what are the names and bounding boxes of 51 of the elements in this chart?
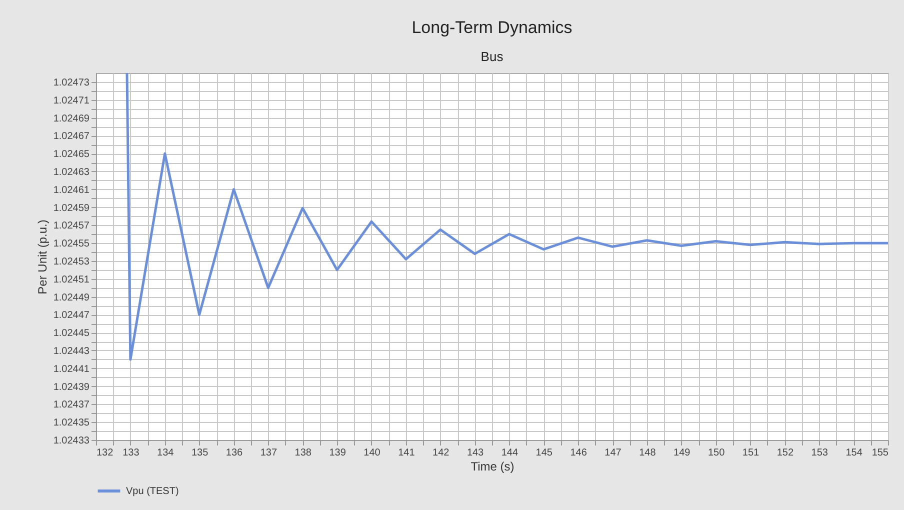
y-tick-label: 1.02457 [53,220,90,232]
y-tick-label: 1.02441 [53,364,90,375]
x-tick-label: 134 [157,448,174,458]
y-tick-label: 1.02461 [53,184,90,196]
x-tick-label: 136 [226,448,244,458]
x-tick-label: 139 [329,448,346,458]
x-tick-label: 154 [846,448,863,458]
y-tick-label: 1.02433 [53,436,90,446]
y-tick-label: 1.02469 [53,113,90,124]
y-tick-label: 1.02465 [53,149,90,160]
legend-label: Vpu (TEST) [126,486,179,497]
line-series [126,73,888,361]
y-tick-label: 1.02439 [53,382,90,393]
x-tick-label: 153 [811,448,828,458]
y-tick-label: 1.02435 [53,418,90,429]
x-tick-label: 152 [776,448,794,458]
y-tick-label: 1.02459 [53,202,90,214]
x-tick-label: 135 [191,448,209,458]
x-tick-label: 151 [742,448,760,458]
x-tick-label: 143 [466,448,484,458]
y-tick-label: 1.02463 [53,166,90,178]
x-tick-label: 133 [122,448,140,458]
y-tick-label: 1.02451 [53,274,90,286]
x-axis-title: Time (s) [470,460,514,474]
y-tick-label: 1.02443 [53,346,90,357]
x-tick-label: 141 [398,448,416,458]
y-tick-label: 1.02467 [53,131,90,142]
y-tick-label: 1.02437 [53,400,90,411]
x-tick-label: 150 [708,448,726,458]
y-tick-label: 1.02453 [53,256,90,268]
y-tick-label: 1.02471 [53,95,90,106]
y-tick-label: 1.02449 [53,292,90,304]
x-tick-label: 137 [260,448,278,458]
y-axis-title: Per Unit (p.u.) [35,220,50,294]
chart-subtitle: Bus [480,49,504,64]
x-tick-label: 132 [96,448,114,458]
x-tick-label: 149 [674,448,691,458]
y-tick-label: 1.02455 [53,238,90,250]
x-tick-label: 147 [604,448,622,458]
y-tick-label: 1.02445 [53,328,90,340]
x-tick-label: 142 [432,448,450,458]
x-tick-label: 145 [536,448,553,458]
x-tick-label: 144 [501,448,518,458]
y-tick-label: 1.02447 [53,310,90,322]
x-tick-label: 148 [639,448,656,458]
y-tick-label: 1.02473 [53,77,90,88]
x-tick-label: 146 [570,448,588,458]
x-tick-label: 138 [294,448,312,458]
x-tick-label: 140 [364,448,381,458]
chart-title: Long-Term Dynamics [412,18,572,37]
x-tick-label: 155 [872,448,889,458]
